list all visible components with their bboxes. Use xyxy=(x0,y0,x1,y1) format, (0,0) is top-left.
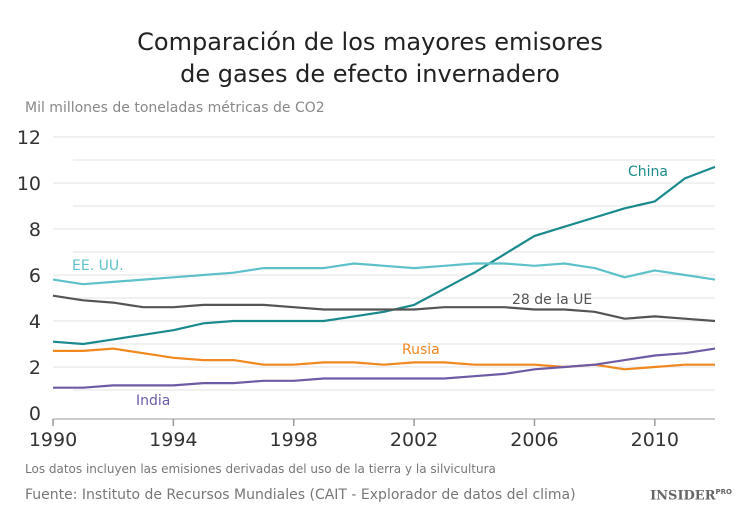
series-line-ee-uu- xyxy=(52,262,716,286)
x-tick-label: 1998 xyxy=(270,429,318,451)
x-tick-label: 1990 xyxy=(29,429,77,451)
insider-pro-logo: INSIDERPRO xyxy=(650,488,732,504)
y-tick-label: 12 xyxy=(17,127,41,149)
series-label: EE. UU. xyxy=(72,258,124,274)
series-line-rusia xyxy=(53,347,715,371)
series-label: 28 de la UE xyxy=(512,292,592,308)
series-label: India xyxy=(136,393,170,409)
series-line-28-de-la-ue xyxy=(52,294,716,323)
series-line-india xyxy=(53,347,716,389)
x-tick-label: 2010 xyxy=(631,429,679,451)
y-tick-label: 2 xyxy=(29,357,41,379)
y-tick-label: 6 xyxy=(29,265,41,287)
series-label: China xyxy=(628,164,668,180)
series-line-china xyxy=(52,165,716,346)
x-tick-label: 2002 xyxy=(390,429,438,451)
y-tick-label: 0 xyxy=(29,403,41,425)
chart-title-line-1: Comparación de los mayores emisores xyxy=(137,28,603,56)
series-label: Rusia xyxy=(402,342,440,358)
y-tick-label: 8 xyxy=(29,219,41,241)
x-tick-label: 2006 xyxy=(510,429,558,451)
chart-source: Fuente: Instituto de Recursos Mundiales … xyxy=(25,487,576,503)
chart-note: Los datos incluyen las emisiones derivad… xyxy=(25,462,496,476)
y-tick-label: 4 xyxy=(29,311,41,333)
y-tick-label: 10 xyxy=(17,173,41,195)
y-axis-label: Mil millones de toneladas métricas de CO… xyxy=(25,100,325,116)
x-tick-label: 1994 xyxy=(149,429,197,451)
chart-title-line-2: de gases de efecto invernadero xyxy=(180,60,560,88)
